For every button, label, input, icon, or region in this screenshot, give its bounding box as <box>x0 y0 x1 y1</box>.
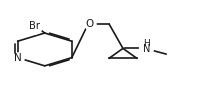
Text: H: H <box>143 39 150 48</box>
Text: N: N <box>14 53 21 63</box>
Text: O: O <box>85 19 94 29</box>
Text: N: N <box>143 44 150 54</box>
Text: Br: Br <box>29 20 40 31</box>
